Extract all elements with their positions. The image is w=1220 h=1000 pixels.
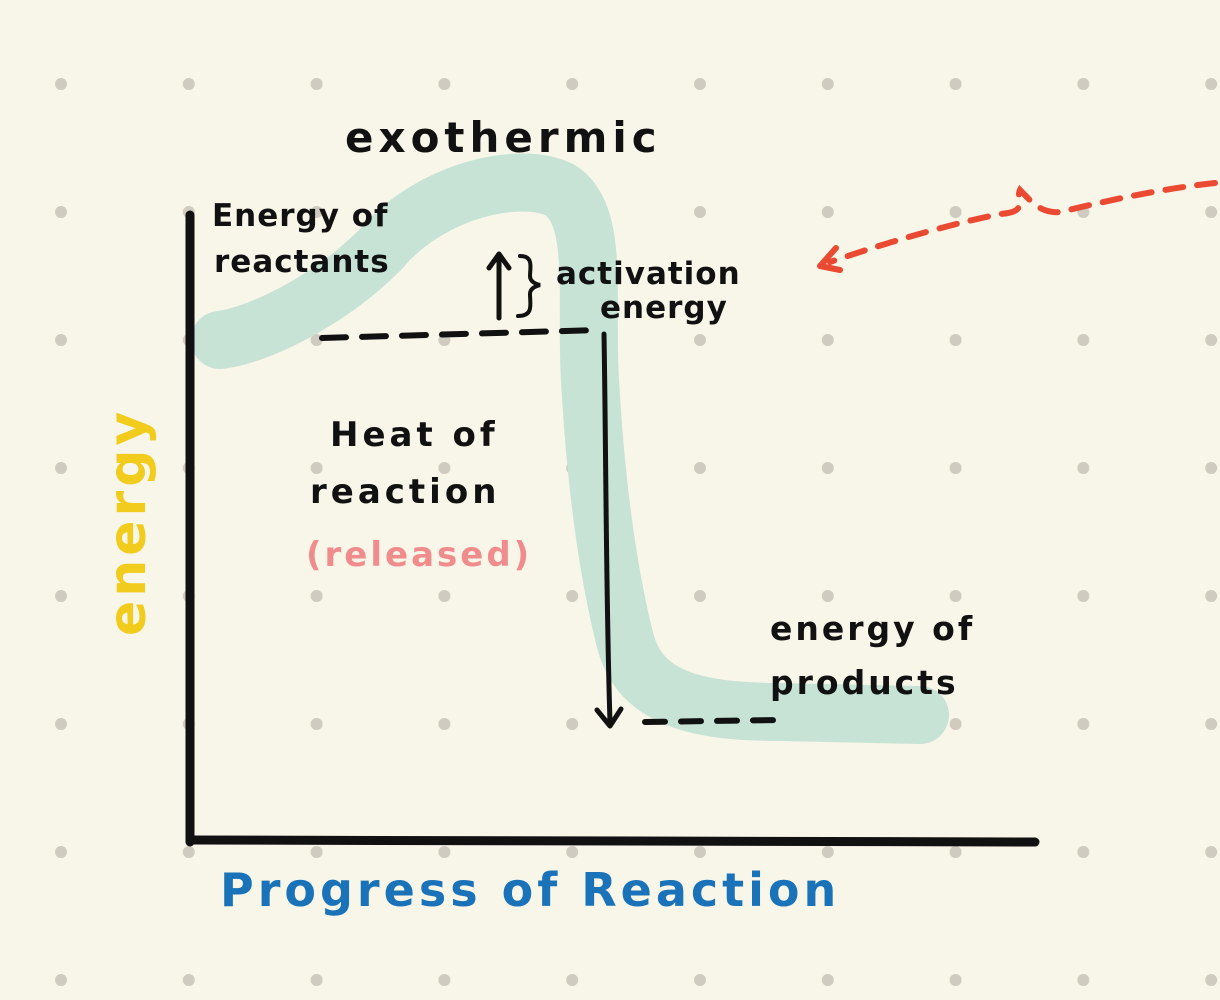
grid-dot <box>1205 78 1218 90</box>
x-axis-label: Progress of Reaction <box>220 863 840 917</box>
grid-dot <box>1205 206 1218 218</box>
grid-dot <box>1205 334 1218 346</box>
grid-dot <box>821 206 834 218</box>
grid-dot <box>55 206 67 218</box>
grid-dot <box>55 334 67 346</box>
x-axis <box>185 835 1040 847</box>
grid-dot <box>566 718 579 730</box>
energy-curve-highlight <box>191 153 949 744</box>
reactants-label-line1: Energy of <box>212 198 389 234</box>
grid-dot <box>566 590 579 602</box>
grid-dot <box>438 718 451 730</box>
heat-label-line2: reaction <box>310 472 500 512</box>
grid-dot <box>821 334 834 346</box>
grid-dot <box>310 974 323 986</box>
grid-dot <box>949 78 962 90</box>
grid-dot <box>821 78 834 90</box>
activation-arrow <box>486 251 541 321</box>
grid-dot <box>310 718 323 730</box>
grid-dot <box>694 206 706 218</box>
grid-dot <box>949 462 962 474</box>
grid-dot <box>694 846 706 858</box>
grid-dot <box>1077 334 1090 346</box>
activation-label-line2: energy <box>600 290 728 326</box>
products-label-line2: products <box>770 663 959 702</box>
grid-dot <box>1077 718 1090 730</box>
grid-dot <box>566 846 579 858</box>
grid-dot <box>694 590 706 602</box>
reactants-label-line2: reactants <box>214 244 390 280</box>
grid-dot <box>438 846 451 858</box>
grid-dot <box>1205 590 1218 602</box>
grid-dot <box>1205 974 1218 986</box>
grid-dot <box>949 206 962 218</box>
red-pointer-arrow <box>817 180 1218 273</box>
grid-dot <box>821 846 834 858</box>
grid-dot <box>1077 590 1090 602</box>
grid-dot <box>55 462 67 474</box>
grid-dot <box>55 974 67 986</box>
product-level-dashed <box>642 717 783 725</box>
grid-dot <box>949 718 962 730</box>
grid-dot <box>310 206 323 218</box>
activation-label-line1: activation <box>556 256 741 292</box>
grid-dot <box>438 78 451 90</box>
grid-dot <box>949 974 962 986</box>
grid-dot <box>949 846 962 858</box>
grid-dot <box>310 846 323 858</box>
grid-dot <box>310 590 323 602</box>
grid-dot <box>55 590 67 602</box>
grid-dot <box>566 974 579 986</box>
grid-dot <box>310 462 323 474</box>
grid-dot <box>821 462 834 474</box>
grid-dot <box>694 462 706 474</box>
grid-dot <box>182 78 195 90</box>
grid-dot <box>949 334 962 346</box>
reactant-level-dashed <box>319 327 603 341</box>
grid-dot <box>694 974 706 986</box>
grid-dot <box>694 334 706 346</box>
grid-dot <box>1077 846 1090 858</box>
released-note: (released) <box>306 535 532 575</box>
grid-dot <box>55 846 67 858</box>
grid-dot <box>438 462 451 474</box>
grid-dot <box>55 718 67 730</box>
grid-dot <box>182 846 195 858</box>
grid-dot <box>566 78 579 90</box>
heat-of-reaction-arrow <box>594 331 624 729</box>
grid-dot <box>55 78 67 90</box>
heat-label-line1: Heat of <box>330 415 499 455</box>
grid-dot <box>1205 718 1218 730</box>
grid-dot <box>438 974 451 986</box>
grid-dot <box>1205 846 1218 858</box>
grid-dot <box>821 974 834 986</box>
grid-dot <box>1077 78 1090 90</box>
grid-dot <box>949 590 962 602</box>
grid-dot <box>694 78 706 90</box>
grid-dot <box>1205 462 1218 474</box>
grid-dot <box>182 974 195 986</box>
products-label-line1: energy of <box>770 609 975 648</box>
grid-dot <box>310 78 323 90</box>
grid-dot <box>821 590 834 602</box>
grid-dot <box>1077 462 1090 474</box>
diagram-title: exothermic <box>345 113 662 162</box>
grid-dot <box>438 590 451 602</box>
y-axis-label: energy <box>98 408 158 636</box>
grid-dot <box>1077 974 1090 986</box>
